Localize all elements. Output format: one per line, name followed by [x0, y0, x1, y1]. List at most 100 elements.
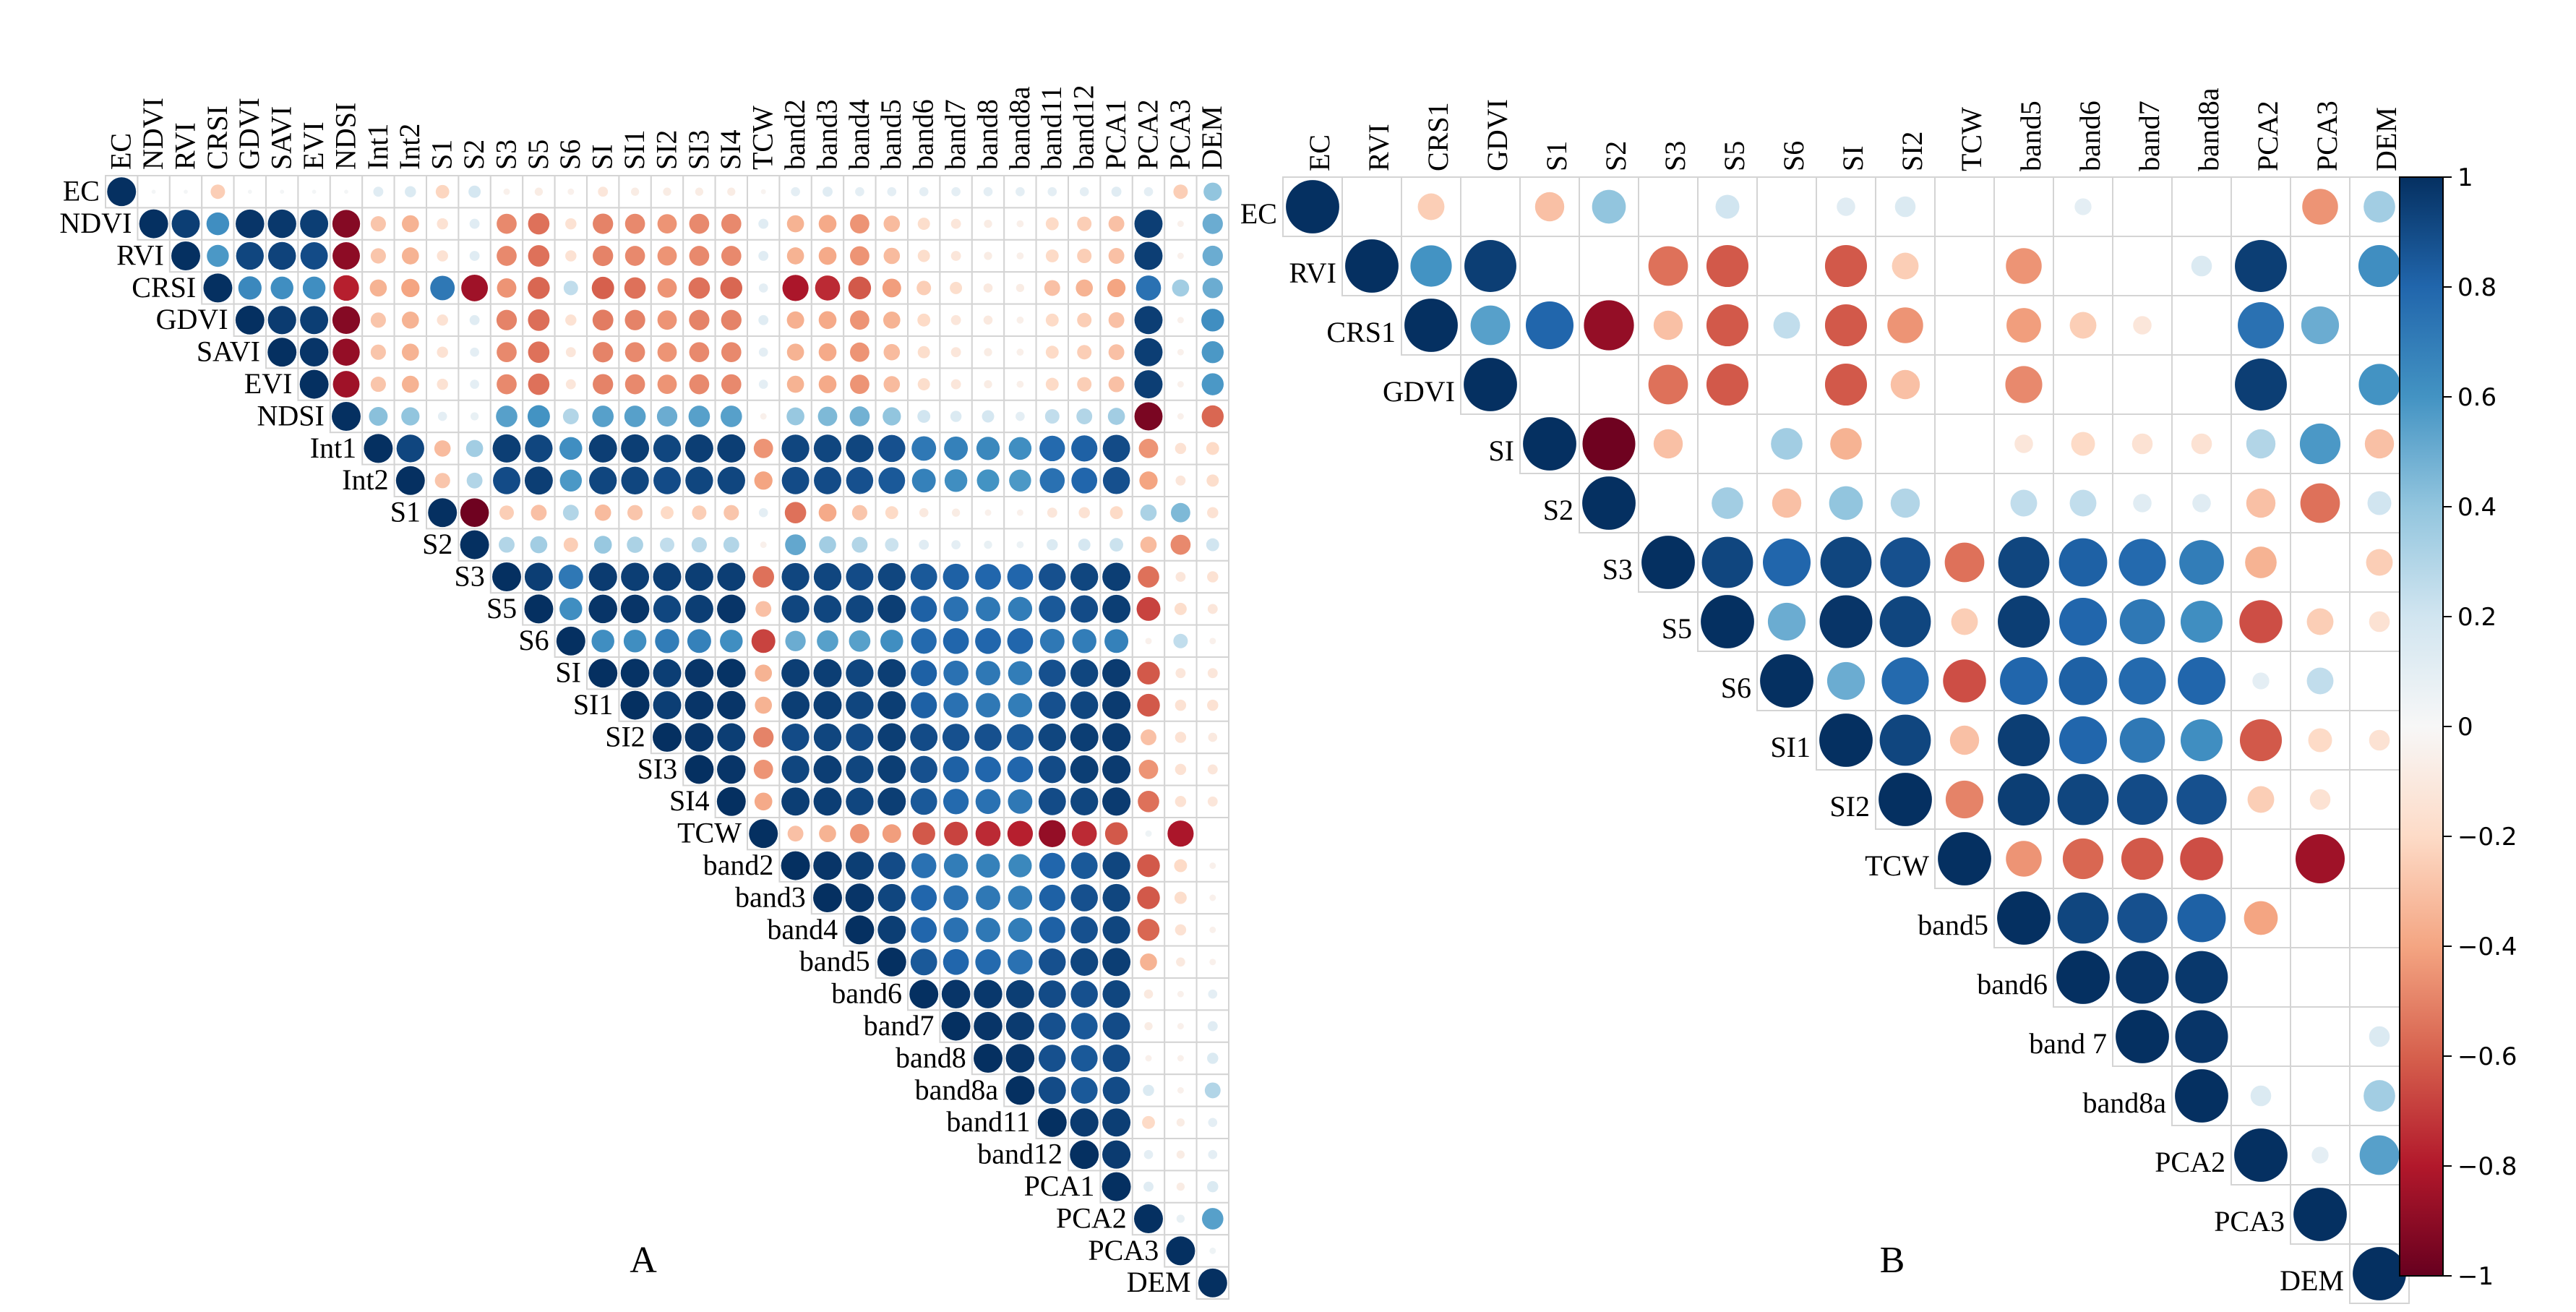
correlation-dot [235, 305, 265, 335]
grid-cell [1460, 176, 1521, 237]
correlation-dot [781, 466, 810, 494]
correlation-dot [1208, 732, 1218, 742]
row-label: band4 [767, 913, 838, 946]
correlation-dot [1070, 659, 1099, 687]
correlation-dot [2311, 1146, 2329, 1164]
correlation-dot [855, 186, 864, 197]
correlation-dot [620, 690, 650, 720]
correlation-dot [684, 755, 714, 784]
correlation-dot [943, 756, 969, 783]
correlation-dot [1108, 376, 1125, 393]
column-label: S5 [522, 140, 554, 170]
correlation-dot [1715, 194, 1740, 219]
correlation-dot [1138, 790, 1159, 813]
correlation-dot [1208, 1118, 1218, 1128]
column-label: band2 [778, 99, 811, 170]
correlation-dot [2058, 716, 2108, 765]
row-label: PCA2 [2155, 1146, 2225, 1178]
column-label: band11 [1035, 86, 1068, 170]
correlation-dot [2133, 494, 2152, 513]
row-label: S3 [455, 559, 485, 592]
correlation-dot [1107, 408, 1125, 425]
correlation-dot [753, 759, 773, 779]
column-label: band8 [971, 99, 1003, 170]
correlation-dot [1173, 633, 1188, 648]
grid-cell [2171, 176, 2232, 237]
colorbar-tick-label: −1 [2457, 1262, 2494, 1291]
grid-cell [1934, 591, 1995, 652]
correlation-dot [1076, 279, 1094, 297]
column-label: S3 [1659, 141, 1691, 171]
correlation-dot [2247, 786, 2275, 813]
correlation-dot [1008, 949, 1033, 975]
correlation-dot [1998, 536, 2050, 588]
column-label: SI4 [714, 129, 747, 170]
row-label: CRS1 [1326, 316, 1396, 348]
correlation-dot [723, 536, 739, 553]
correlation-dot [1207, 699, 1219, 711]
correlation-dot [846, 467, 874, 494]
correlation-dot [849, 630, 871, 652]
correlation-dot [2180, 600, 2223, 643]
correlation-dot [1464, 240, 1516, 292]
correlation-dot [1111, 186, 1122, 197]
correlation-dot [1070, 980, 1098, 1008]
row-label: SI [555, 656, 581, 689]
correlation-dot [1177, 348, 1184, 356]
correlation-dot [1005, 1044, 1035, 1073]
correlation-dot [559, 597, 583, 621]
correlation-dot [883, 343, 901, 361]
correlation-dot [1140, 536, 1157, 553]
correlation-dot [1525, 301, 1574, 350]
correlation-dot [781, 691, 810, 720]
correlation-dot [528, 373, 550, 395]
correlation-dot [1410, 245, 1452, 287]
correlation-dot [1045, 249, 1059, 262]
correlation-dot [2175, 1010, 2228, 1063]
row-label: SAVI [197, 335, 260, 368]
correlation-dot [849, 406, 870, 426]
correlation-dot [624, 246, 645, 266]
correlation-dot [332, 338, 360, 366]
correlation-dot [1938, 832, 1991, 886]
correlation-dot [1701, 536, 1753, 588]
correlation-dot [1016, 411, 1025, 421]
row-label: band2 [703, 849, 774, 881]
correlation-dot [2309, 789, 2331, 810]
grid-cell [2231, 1006, 2291, 1067]
correlation-dot [1175, 442, 1187, 455]
correlation-dot [887, 186, 897, 197]
correlation-dot [559, 437, 583, 460]
correlation-dot [2369, 611, 2390, 633]
correlation-dot [950, 379, 961, 390]
correlation-dot [911, 468, 936, 493]
correlation-dot [1892, 252, 1919, 280]
correlation-dot [2074, 198, 2092, 215]
correlation-dot [1134, 1204, 1163, 1233]
correlation-dot [2369, 729, 2390, 751]
correlation-dot [493, 466, 520, 494]
correlation-dot [760, 413, 767, 420]
correlation-dot [1175, 732, 1187, 743]
correlation-dot [877, 594, 906, 623]
column-label: RVI [1362, 124, 1395, 171]
correlation-dot [1007, 564, 1034, 590]
correlation-dot [917, 249, 930, 262]
correlation-dot [1773, 312, 1800, 339]
correlation-dot [1203, 182, 1222, 201]
correlation-dot [1039, 884, 1065, 912]
correlation-dot [849, 310, 870, 330]
correlation-dot [592, 309, 614, 331]
correlation-dot [2239, 719, 2283, 762]
grid-cell [1934, 176, 1995, 237]
column-label: PCA3 [2311, 100, 2343, 171]
grid-cell [2171, 354, 2232, 415]
correlation-dot [1135, 275, 1162, 301]
correlation-dot [911, 628, 937, 654]
correlation-dot [782, 275, 809, 301]
correlation-dot [976, 437, 1000, 460]
correlation-dot [911, 596, 937, 622]
correlation-dot [1016, 252, 1024, 260]
correlation-dot [1145, 830, 1152, 837]
correlation-dot [1706, 244, 1749, 288]
